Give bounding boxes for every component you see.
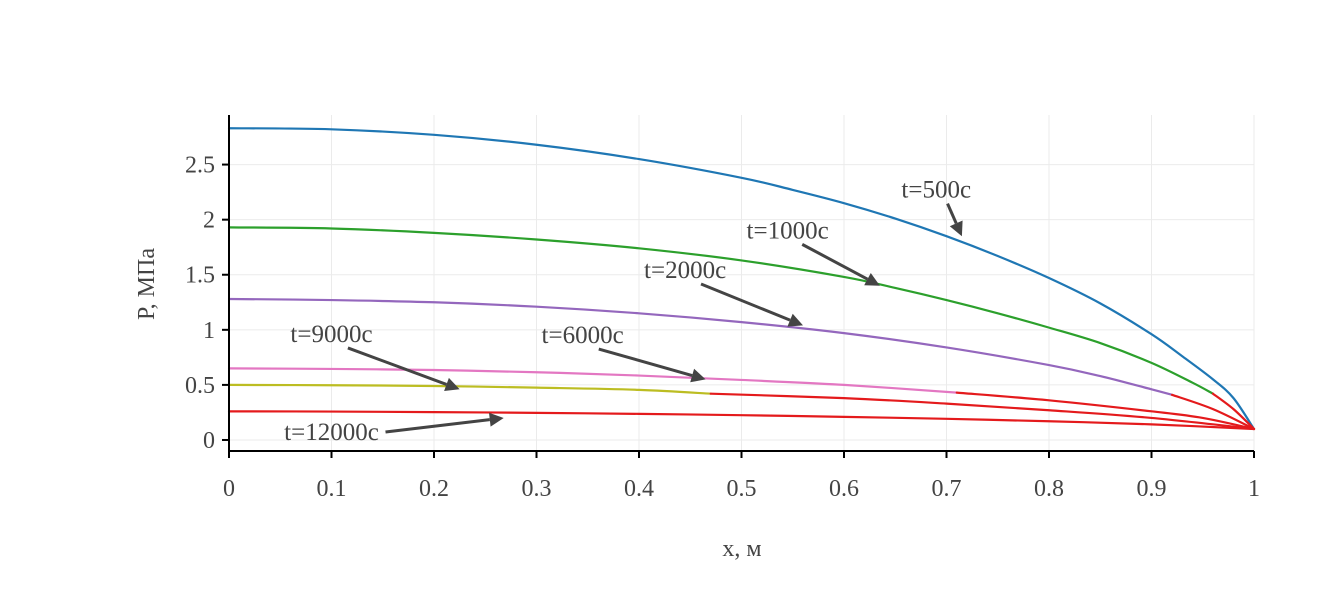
y-tick-label: 1.5 — [185, 263, 215, 289]
annotation-arrow-shaft — [385, 418, 490, 434]
x-tick-label: 1 — [1248, 476, 1260, 502]
annotation-arrow-head — [489, 412, 504, 427]
annotation-label: t=2000с — [644, 257, 726, 284]
x-tick-label: 0.1 — [317, 476, 347, 502]
x-tick-label: 0.3 — [522, 476, 552, 502]
x-tick-label: 0.6 — [829, 476, 859, 502]
y-tick-label: 0.5 — [185, 373, 215, 399]
x-axis-title: x, м — [722, 536, 761, 562]
grid — [228, 115, 1255, 451]
annotation-arrow-head — [787, 313, 803, 327]
x-tick-label: 0.7 — [932, 476, 962, 502]
annotation-arrow-head — [949, 220, 963, 237]
series-line-2-second-phase — [1211, 392, 1256, 431]
series-lines — [227, 127, 1256, 431]
series-line-3 — [227, 297, 1174, 396]
annotation-arrow-shaft — [946, 203, 958, 224]
annotation-label: t=9000с — [290, 321, 372, 348]
x-tick-label: 0.2 — [419, 476, 449, 502]
y-tick-label: 2.5 — [185, 153, 215, 179]
y-tick-label: 2 — [203, 208, 215, 234]
series-line-2 — [227, 226, 1215, 395]
annotation-arrow-shaft — [598, 347, 693, 378]
series-line-5 — [227, 383, 712, 395]
annotation-label: t=500с — [901, 177, 971, 204]
tick-labels: 0 0.1 0.2 0.3 0.4 0.5 0.6 0.7 0.8 0.9 1 0 0.5 1 1.5 2 2.… — [185, 153, 1260, 502]
y-tick-label: 1 — [203, 318, 215, 344]
annotation-arrow-head — [444, 377, 460, 391]
x-tick-label: 0 — [223, 476, 235, 502]
y-tick-label: 0 — [203, 428, 215, 454]
annotation-arrow-shaft — [347, 346, 448, 386]
annotation-label: t=1000с — [747, 217, 829, 244]
annotation-label: t=12000с — [284, 419, 379, 446]
series-line-6-second-phase — [227, 410, 1256, 431]
axes — [222, 115, 1255, 458]
x-tick-label: 0.9 — [1137, 476, 1167, 502]
series-line-3-second-phase — [1170, 393, 1256, 431]
x-tick-label: 0.4 — [624, 476, 654, 502]
annotation-arrow-head — [690, 368, 706, 383]
series-line-1 — [227, 127, 1256, 431]
annotation-arrow-head — [864, 273, 880, 286]
series-line-4 — [227, 367, 958, 394]
series-line-5-second-phase — [709, 392, 1256, 431]
x-tick-label: 0.5 — [727, 476, 757, 502]
series-line-4-second-phase — [955, 391, 1256, 431]
x-tick-label: 0.8 — [1034, 476, 1064, 502]
annotation-arrow-shaft — [801, 243, 869, 281]
annotation-label: t=6000с — [542, 322, 624, 349]
annotation-arrow-shaft — [700, 282, 791, 322]
y-axis-title: P, МПа — [134, 248, 160, 320]
annotations: t=500с t=1000с t=2000с t=6000с t=9000с t=1200… — [284, 177, 971, 446]
